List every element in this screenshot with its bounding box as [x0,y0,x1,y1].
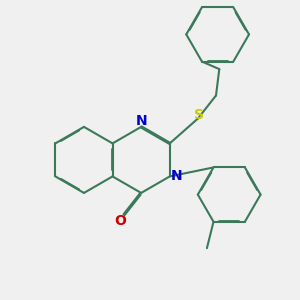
Text: O: O [114,214,126,228]
Text: S: S [194,108,205,122]
Text: N: N [135,114,147,128]
Text: N: N [171,169,183,183]
